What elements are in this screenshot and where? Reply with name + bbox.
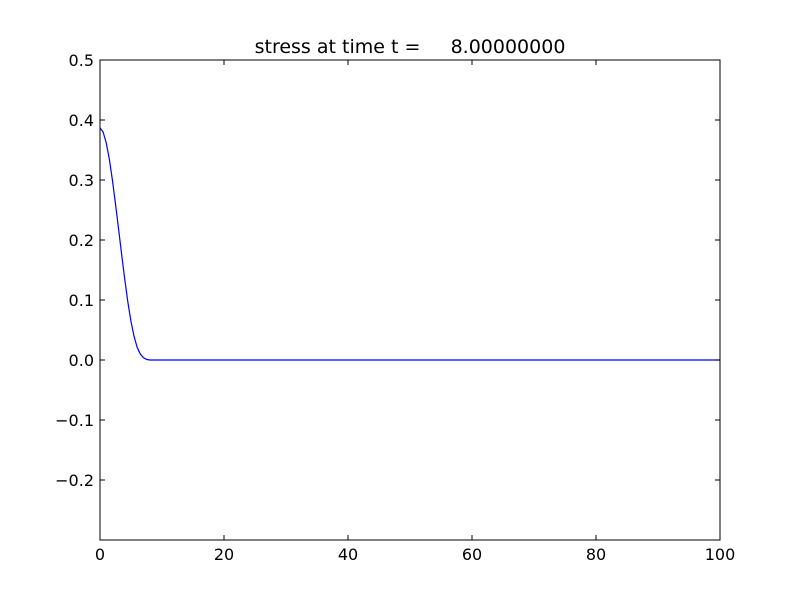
x-tick-label: 100	[705, 545, 736, 564]
plot-layer	[99, 127, 720, 361]
x-tick-label: 60	[462, 545, 482, 564]
x-tick-label: 40	[338, 545, 358, 564]
y-tick-label: −0.2	[55, 471, 94, 490]
y-tick-label: 0.4	[69, 111, 94, 130]
y-tick-label: 0.2	[69, 231, 94, 250]
y-tick-label: 0.5	[69, 51, 94, 70]
y-tick-label: 0.0	[69, 351, 94, 370]
plot-frame	[99, 59, 721, 541]
ticks-layer: 0 20 40 60 80 100 0.5 0.4 0.3 0.2 0.1 0.0 −0.1 −0.2	[55, 51, 735, 564]
y-tick-label: 0.1	[69, 291, 94, 310]
y-tick-label: 0.3	[69, 171, 94, 190]
x-tick-label: 80	[586, 545, 606, 564]
y-tick-label: −0.1	[55, 411, 94, 430]
series-line-0	[99, 127, 720, 361]
x-tick-label: 0	[95, 545, 105, 564]
x-tick-label: 20	[214, 545, 234, 564]
chart-title: stress at time t = 8.00000000	[255, 36, 566, 58]
